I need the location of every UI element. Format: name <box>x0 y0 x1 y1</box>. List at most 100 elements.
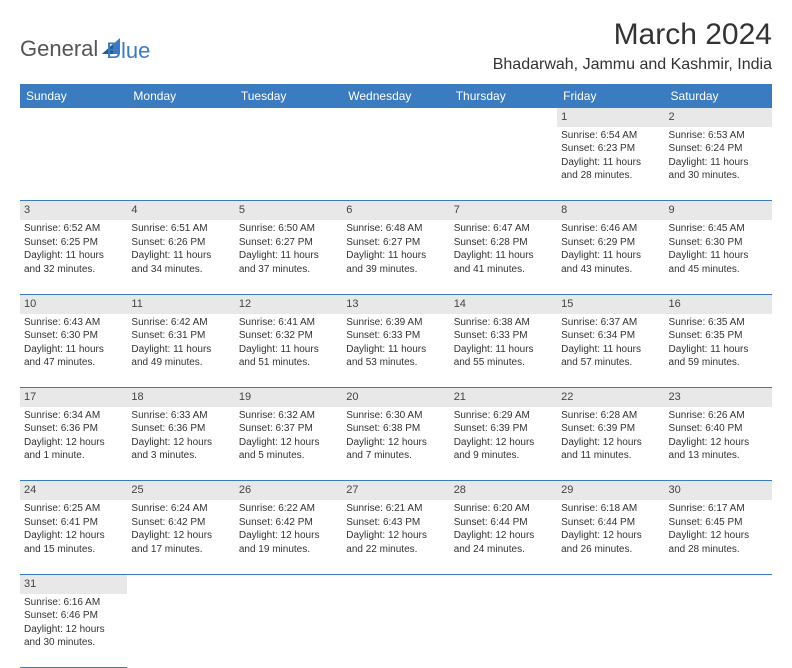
logo: General Blue <box>20 18 150 62</box>
logo-text-general: General <box>20 36 98 62</box>
day-data-cell: Sunrise: 6:38 AMSunset: 6:33 PMDaylight:… <box>450 314 557 388</box>
daylight-text: and 22 minutes. <box>346 543 445 557</box>
day-data-cell: Sunrise: 6:20 AMSunset: 6:44 PMDaylight:… <box>450 500 557 574</box>
day-number-cell: 31 <box>20 574 127 593</box>
sunrise-text: Sunrise: 6:22 AM <box>239 502 338 516</box>
sunset-text: Sunset: 6:30 PM <box>669 236 768 250</box>
day-data-cell: Sunrise: 6:29 AMSunset: 6:39 PMDaylight:… <box>450 407 557 481</box>
day-data-cell: Sunrise: 6:37 AMSunset: 6:34 PMDaylight:… <box>557 314 664 388</box>
day-data-row: Sunrise: 6:16 AMSunset: 6:46 PMDaylight:… <box>20 594 772 668</box>
title-block: March 2024 Bhadarwah, Jammu and Kashmir,… <box>493 18 772 80</box>
daylight-text: Daylight: 12 hours <box>454 436 553 450</box>
sunrise-text: Sunrise: 6:43 AM <box>24 316 123 330</box>
sunset-text: Sunset: 6:33 PM <box>454 329 553 343</box>
day-data-cell: Sunrise: 6:39 AMSunset: 6:33 PMDaylight:… <box>342 314 449 388</box>
sunset-text: Sunset: 6:41 PM <box>24 516 123 530</box>
day-data-cell: Sunrise: 6:46 AMSunset: 6:29 PMDaylight:… <box>557 220 664 294</box>
day-number-cell: 1 <box>557 108 664 127</box>
day-number-cell: 19 <box>235 388 342 407</box>
daylight-text: Daylight: 11 hours <box>454 249 553 263</box>
sunrise-text: Sunrise: 6:52 AM <box>24 222 123 236</box>
daylight-text: and 55 minutes. <box>454 356 553 370</box>
daylight-text: Daylight: 11 hours <box>131 343 230 357</box>
daylight-text: Daylight: 12 hours <box>561 529 660 543</box>
day-data-cell: Sunrise: 6:41 AMSunset: 6:32 PMDaylight:… <box>235 314 342 388</box>
daylight-text: Daylight: 12 hours <box>346 436 445 450</box>
daylight-text: Daylight: 12 hours <box>131 436 230 450</box>
day-data-cell: Sunrise: 6:22 AMSunset: 6:42 PMDaylight:… <box>235 500 342 574</box>
sunrise-text: Sunrise: 6:16 AM <box>24 596 123 610</box>
day-data-cell: Sunrise: 6:26 AMSunset: 6:40 PMDaylight:… <box>665 407 772 481</box>
day-number-cell <box>20 108 127 127</box>
day-data-cell: Sunrise: 6:47 AMSunset: 6:28 PMDaylight:… <box>450 220 557 294</box>
sunrise-text: Sunrise: 6:47 AM <box>454 222 553 236</box>
daylight-text: and 3 minutes. <box>131 449 230 463</box>
sunset-text: Sunset: 6:28 PM <box>454 236 553 250</box>
sunset-text: Sunset: 6:40 PM <box>669 422 768 436</box>
daylight-text: and 7 minutes. <box>346 449 445 463</box>
daylight-text: and 39 minutes. <box>346 263 445 277</box>
sunset-text: Sunset: 6:38 PM <box>346 422 445 436</box>
daylight-text: Daylight: 11 hours <box>669 343 768 357</box>
sunset-text: Sunset: 6:23 PM <box>561 142 660 156</box>
daylight-text: Daylight: 12 hours <box>346 529 445 543</box>
sunset-text: Sunset: 6:46 PM <box>24 609 123 623</box>
day-number-cell: 17 <box>20 388 127 407</box>
day-number-cell <box>342 574 449 593</box>
day-data-row: Sunrise: 6:52 AMSunset: 6:25 PMDaylight:… <box>20 220 772 294</box>
daylight-text: Daylight: 12 hours <box>239 436 338 450</box>
day-number-cell: 15 <box>557 294 664 313</box>
sunset-text: Sunset: 6:36 PM <box>24 422 123 436</box>
day-data-cell <box>450 594 557 668</box>
day-number-cell: 12 <box>235 294 342 313</box>
day-number-cell <box>342 108 449 127</box>
daylight-text: and 47 minutes. <box>24 356 123 370</box>
daylight-text: Daylight: 11 hours <box>561 343 660 357</box>
day-data-row: Sunrise: 6:54 AMSunset: 6:23 PMDaylight:… <box>20 127 772 201</box>
daylight-text: and 37 minutes. <box>239 263 338 277</box>
day-data-cell <box>342 127 449 201</box>
daylight-text: Daylight: 11 hours <box>669 156 768 170</box>
daylight-text: Daylight: 11 hours <box>561 249 660 263</box>
day-data-cell <box>127 594 234 668</box>
day-number-cell <box>450 574 557 593</box>
daylight-text: and 1 minute. <box>24 449 123 463</box>
day-data-cell: Sunrise: 6:21 AMSunset: 6:43 PMDaylight:… <box>342 500 449 574</box>
day-number-cell: 28 <box>450 481 557 500</box>
day-number-cell: 8 <box>557 201 664 220</box>
day-data-cell <box>127 127 234 201</box>
daylight-text: Daylight: 12 hours <box>561 436 660 450</box>
day-number-row: 24252627282930 <box>20 481 772 500</box>
day-number-cell <box>235 574 342 593</box>
daylight-text: and 53 minutes. <box>346 356 445 370</box>
sunrise-text: Sunrise: 6:42 AM <box>131 316 230 330</box>
sunrise-text: Sunrise: 6:35 AM <box>669 316 768 330</box>
daylight-text: and 28 minutes. <box>561 169 660 183</box>
daylight-text: Daylight: 11 hours <box>239 343 338 357</box>
daylight-text: Daylight: 12 hours <box>669 436 768 450</box>
sunrise-text: Sunrise: 6:32 AM <box>239 409 338 423</box>
day-number-row: 12 <box>20 108 772 127</box>
day-data-cell: Sunrise: 6:51 AMSunset: 6:26 PMDaylight:… <box>127 220 234 294</box>
daylight-text: and 51 minutes. <box>239 356 338 370</box>
sunset-text: Sunset: 6:33 PM <box>346 329 445 343</box>
sunrise-text: Sunrise: 6:18 AM <box>561 502 660 516</box>
sunset-text: Sunset: 6:45 PM <box>669 516 768 530</box>
day-data-cell: Sunrise: 6:45 AMSunset: 6:30 PMDaylight:… <box>665 220 772 294</box>
day-data-cell <box>342 594 449 668</box>
daylight-text: and 13 minutes. <box>669 449 768 463</box>
daylight-text: Daylight: 12 hours <box>24 529 123 543</box>
day-data-cell <box>665 594 772 668</box>
sunrise-text: Sunrise: 6:24 AM <box>131 502 230 516</box>
day-data-row: Sunrise: 6:25 AMSunset: 6:41 PMDaylight:… <box>20 500 772 574</box>
day-number-cell <box>127 108 234 127</box>
sunset-text: Sunset: 6:42 PM <box>239 516 338 530</box>
daylight-text: and 19 minutes. <box>239 543 338 557</box>
daylight-text: and 59 minutes. <box>669 356 768 370</box>
sunrise-text: Sunrise: 6:28 AM <box>561 409 660 423</box>
sunset-text: Sunset: 6:26 PM <box>131 236 230 250</box>
day-data-cell <box>235 594 342 668</box>
day-data-cell: Sunrise: 6:25 AMSunset: 6:41 PMDaylight:… <box>20 500 127 574</box>
sunset-text: Sunset: 6:32 PM <box>239 329 338 343</box>
daylight-text: Daylight: 11 hours <box>346 343 445 357</box>
